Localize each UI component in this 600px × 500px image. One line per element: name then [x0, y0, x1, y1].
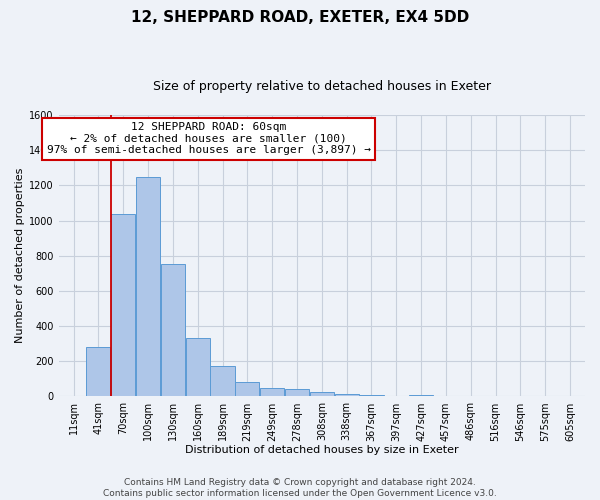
Bar — [161, 264, 185, 396]
Bar — [409, 395, 433, 396]
Bar — [359, 394, 383, 396]
Bar — [185, 338, 210, 396]
Text: 12, SHEPPARD ROAD, EXETER, EX4 5DD: 12, SHEPPARD ROAD, EXETER, EX4 5DD — [131, 10, 469, 25]
Title: Size of property relative to detached houses in Exeter: Size of property relative to detached ho… — [153, 80, 491, 93]
Bar — [111, 214, 135, 396]
Bar — [136, 178, 160, 396]
Bar — [285, 390, 309, 396]
Text: Contains HM Land Registry data © Crown copyright and database right 2024.
Contai: Contains HM Land Registry data © Crown c… — [103, 478, 497, 498]
Text: 12 SHEPPARD ROAD: 60sqm
← 2% of detached houses are smaller (100)
97% of semi-de: 12 SHEPPARD ROAD: 60sqm ← 2% of detached… — [47, 122, 371, 155]
Bar — [335, 394, 359, 396]
Bar — [260, 388, 284, 396]
Bar — [86, 347, 110, 397]
Y-axis label: Number of detached properties: Number of detached properties — [15, 168, 25, 344]
Bar — [211, 366, 235, 396]
Bar — [310, 392, 334, 396]
Bar — [235, 382, 259, 396]
X-axis label: Distribution of detached houses by size in Exeter: Distribution of detached houses by size … — [185, 445, 458, 455]
